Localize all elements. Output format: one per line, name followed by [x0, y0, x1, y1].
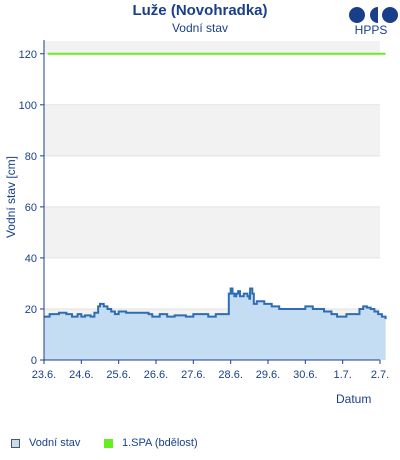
y-tick-label: 40: [25, 253, 37, 265]
x-tick-label: 26.6.: [144, 369, 168, 381]
legend-label-water-level: Vodní stav: [29, 437, 81, 449]
chart-subtitle: Vodní stav: [171, 21, 229, 35]
y-tick-label: 60: [25, 202, 37, 214]
series-area-water-level: [44, 288, 386, 360]
legend-swatch-spa1: [104, 438, 113, 448]
legend-item-water-level: Vodní stav: [11, 437, 80, 449]
y-tick-label: 100: [19, 100, 37, 112]
x-tick-label: 24.6.: [69, 369, 93, 381]
x-tick-label: 27.6.: [181, 369, 205, 381]
x-tick-label: 25.6.: [106, 369, 130, 381]
y-axis-label: Vodní stav [cm]: [4, 155, 18, 239]
legend-swatch-water-level: [11, 438, 20, 448]
x-tick-label: 23.6.: [32, 369, 56, 381]
y-tick-label: 20: [25, 304, 37, 316]
legend-item-spa1: 1.SPA (bdělost): [104, 437, 198, 449]
chart-title: Luže (Novohradka): [132, 2, 268, 19]
grid-band: [44, 41, 380, 54]
x-tick-label: 29.6.: [256, 369, 280, 381]
y-tick-label: 0: [31, 355, 37, 367]
grid-band: [44, 206, 380, 258]
logo-half-circle: [370, 7, 378, 23]
x-tick-label: 30.6.: [293, 369, 317, 381]
x-tick-label: 2.7.: [371, 369, 389, 381]
grid-band: [44, 104, 380, 156]
y-tick-label: 80: [25, 151, 37, 163]
x-tick-label: 28.6.: [218, 369, 242, 381]
legend-label-spa1: 1.SPA (bdělost): [122, 437, 198, 449]
x-tick-label: 1.7.: [333, 369, 351, 381]
logo-text: HPPS: [354, 23, 388, 37]
hpps-logo: [349, 7, 398, 23]
y-tick-label: 120: [19, 49, 37, 61]
logo-circle-left: [349, 7, 365, 23]
logo-circle-right: [382, 7, 398, 23]
x-axis-label: Datum: [336, 392, 372, 406]
series-line-water-level: [44, 287, 387, 320]
